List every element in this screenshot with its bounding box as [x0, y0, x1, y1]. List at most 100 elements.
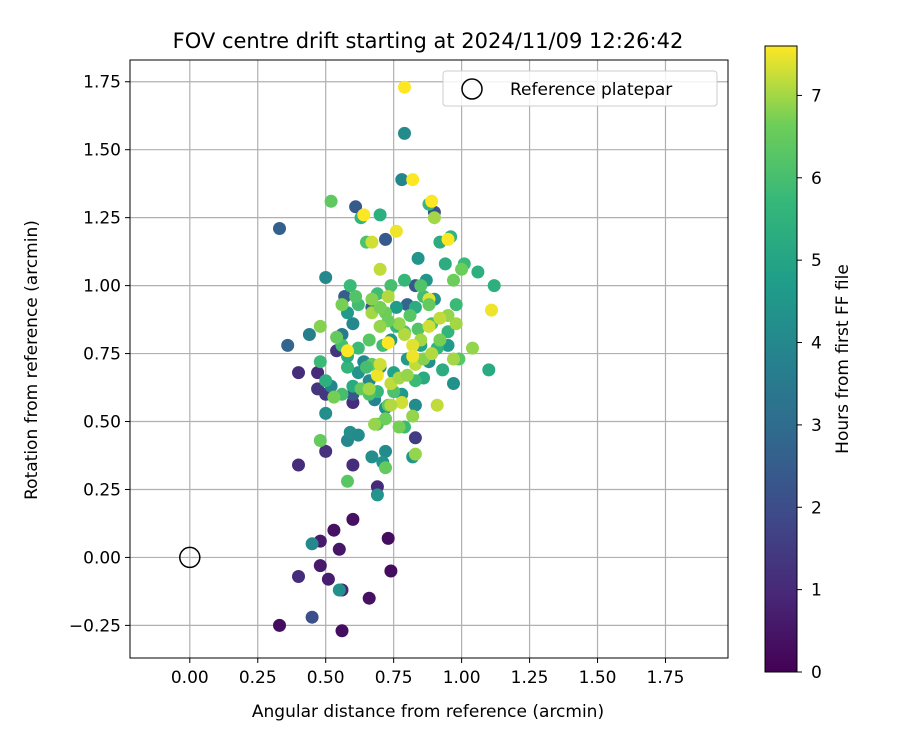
y-tick-label: 0.25 — [83, 480, 121, 500]
data-point — [414, 279, 428, 293]
plot-frame — [129, 59, 729, 659]
data-point — [427, 211, 441, 225]
data-point — [398, 80, 411, 94]
data-point — [379, 412, 392, 426]
data-point — [455, 262, 469, 276]
data-point — [357, 208, 371, 222]
data-point — [392, 317, 406, 331]
axis-ticks: 0.00 0.25 0.50 0.75 1.00 1.25 1.50 1.75 −0.25 0.0… — [69, 73, 685, 688]
colorbar-tick-label: 2 — [811, 498, 822, 518]
data-point — [332, 542, 346, 556]
data-point — [411, 251, 425, 265]
data-point — [305, 537, 319, 551]
data-point — [346, 317, 360, 331]
data-point — [395, 396, 409, 409]
colorbar-tick-label: 3 — [811, 416, 822, 436]
data-point — [471, 265, 485, 279]
data-point — [370, 488, 384, 502]
data-point — [351, 428, 365, 442]
data-point — [406, 349, 420, 363]
y-tick-label: 1.25 — [83, 209, 121, 229]
y-tick-label: 1.75 — [83, 73, 121, 93]
data-point — [305, 610, 319, 624]
data-point — [365, 235, 379, 249]
data-point — [330, 330, 344, 344]
chart-title: FOV centre drift starting at 2024/11/09 … — [173, 29, 684, 53]
data-point — [324, 194, 338, 208]
data-point — [411, 322, 425, 336]
data-point — [403, 309, 417, 322]
data-point — [395, 173, 409, 187]
data-point — [441, 325, 455, 339]
data-point — [381, 336, 395, 350]
data-point — [441, 232, 455, 246]
data-point — [319, 444, 333, 458]
data-point — [482, 363, 496, 377]
x-tick-label: 0.50 — [307, 668, 345, 688]
colorbar-tick-label: 5 — [811, 251, 822, 271]
y-tick-label: 1.50 — [83, 141, 121, 161]
data-point — [398, 328, 411, 341]
data-point — [408, 447, 422, 461]
data-point — [292, 570, 305, 583]
data-point — [381, 531, 395, 545]
colorbar: 0 1 2 3 4 5 6 7 Hours from first FF file — [764, 45, 853, 683]
data-point — [313, 434, 327, 447]
data-point — [273, 618, 286, 632]
x-tick-label: 0.00 — [171, 668, 209, 688]
data-point — [362, 333, 376, 347]
data-point — [438, 257, 452, 271]
data-point — [398, 126, 411, 140]
data-point — [319, 374, 333, 388]
data-point — [373, 300, 387, 314]
data-point — [346, 512, 360, 526]
data-point — [379, 232, 392, 246]
data-point — [368, 417, 382, 431]
data-point — [379, 444, 392, 458]
y-tick-label: 0.50 — [83, 413, 121, 433]
data-point — [487, 279, 501, 293]
x-axis-label: Angular distance from reference (arcmin) — [252, 702, 604, 722]
data-point — [313, 355, 327, 369]
data-point — [319, 271, 333, 284]
data-point — [425, 347, 439, 361]
data-point — [346, 458, 360, 472]
data-point — [379, 461, 392, 475]
data-point — [360, 360, 373, 374]
data-point — [349, 290, 363, 303]
data-point — [335, 298, 349, 312]
data-point — [365, 292, 379, 306]
data-point — [406, 173, 420, 187]
data-point — [311, 366, 325, 380]
data-point — [373, 319, 387, 333]
colorbar-tick-label: 1 — [811, 581, 822, 601]
data-point — [365, 450, 379, 464]
legend-reference-icon — [461, 78, 483, 100]
y-axis-label: Rotation from reference (arcmin) — [22, 220, 42, 500]
data-point — [373, 357, 387, 371]
data-point — [485, 303, 498, 317]
colorbar-label: Hours from first FF file — [833, 264, 853, 454]
data-point — [398, 273, 411, 287]
data-point — [422, 319, 436, 333]
x-tick-label: 0.75 — [375, 668, 413, 688]
data-point — [433, 333, 447, 347]
x-tick-label: 0.25 — [239, 668, 277, 688]
data-point — [292, 366, 305, 380]
data-point — [447, 273, 460, 287]
data-point — [341, 344, 354, 358]
data-point — [381, 290, 395, 303]
data-point — [292, 458, 305, 472]
data-point — [447, 377, 460, 390]
data-point — [433, 311, 447, 325]
y-tick-label: −0.25 — [69, 616, 121, 636]
y-tick-label: 0.75 — [83, 345, 121, 365]
x-tick-label: 1.50 — [579, 668, 617, 688]
data-point — [281, 338, 295, 352]
x-tick-label: 1.00 — [443, 668, 481, 688]
y-tick-label: 0.00 — [83, 548, 121, 568]
data-point — [389, 300, 403, 314]
colorbar-gradient — [764, 45, 798, 673]
y-tick-label: 1.00 — [83, 277, 121, 297]
legend-box — [442, 70, 718, 107]
